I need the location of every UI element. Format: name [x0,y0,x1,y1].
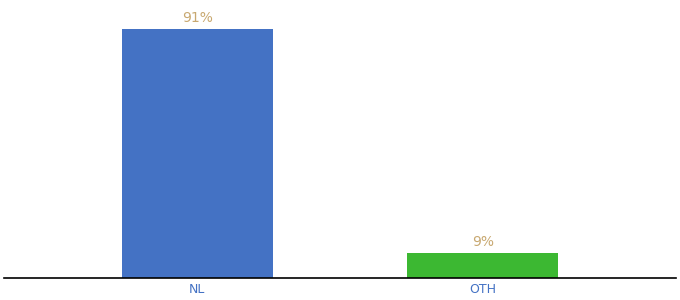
Text: 9%: 9% [472,235,494,249]
Bar [122,29,273,278]
Bar [407,253,558,278]
Text: 91%: 91% [182,11,213,25]
